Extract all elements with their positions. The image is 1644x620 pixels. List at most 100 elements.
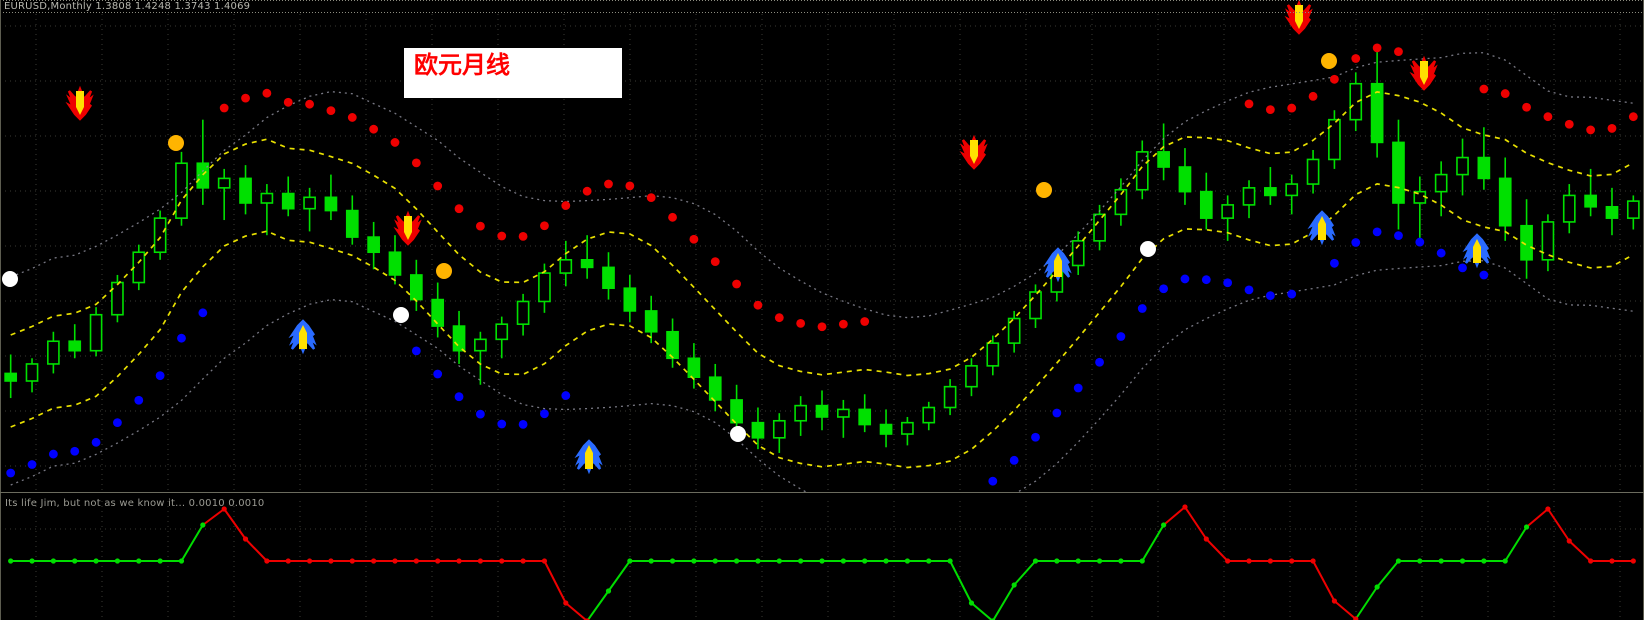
- indicator-segment: [1141, 524, 1165, 562]
- trend-dot: [1201, 275, 1211, 285]
- price-chart-svg: [0, 0, 1644, 492]
- indicator-dot: [1502, 558, 1508, 564]
- indicator-dot: [1182, 504, 1188, 510]
- trend-dot: [1500, 89, 1510, 98]
- chart-text-annotation[interactable]: 欧元月线: [404, 48, 622, 98]
- trend-dot: [817, 322, 827, 332]
- indicator-dot: [136, 558, 142, 564]
- trend-dot: [1351, 54, 1361, 63]
- indicator-sub-pane[interactable]: Its life Jim, but not as we know it... 0…: [0, 492, 1644, 620]
- indicator-dot: [691, 558, 697, 564]
- trend-dot: [1159, 284, 1169, 294]
- indicator-segment: [1525, 508, 1549, 528]
- indicator-segment: [586, 590, 610, 620]
- trend-dot: [796, 318, 806, 328]
- indicator-dot: [1096, 558, 1103, 564]
- indicator-segment: [565, 602, 588, 620]
- trend-dot: [1244, 285, 1254, 295]
- indicator-dot: [435, 558, 441, 564]
- trend-dot: [625, 181, 635, 191]
- trend-dot: [1180, 274, 1190, 284]
- indicator-dot: [285, 558, 291, 564]
- indicator-dot: [541, 558, 548, 564]
- indicator-dot: [733, 558, 740, 564]
- trend-dot: [1287, 289, 1297, 299]
- indicator-dot: [1588, 558, 1594, 564]
- indicator-dot: [798, 558, 804, 564]
- indicator-dot: [1246, 558, 1252, 564]
- indicator-dot: [157, 558, 163, 564]
- sell-arrow-icon: [1409, 55, 1438, 91]
- indicator-dot: [264, 558, 270, 564]
- indicator-dot: [114, 558, 121, 564]
- indicator-dot: [819, 558, 825, 564]
- indicator-dot: [456, 558, 462, 564]
- trend-dot: [1031, 432, 1040, 442]
- trend-dot: [411, 346, 421, 356]
- trend-dot: [1479, 84, 1489, 94]
- trend-dot: [411, 158, 421, 168]
- indicator-dot: [1289, 558, 1295, 564]
- indicator-dot: [1459, 558, 1466, 564]
- quote-label: EURUSD,Monthly 1.3808 1.4248 1.3743 1.40…: [4, 1, 251, 12]
- trend-dot: [1073, 383, 1083, 393]
- sell-start-circle: [1321, 53, 1337, 69]
- trend-dot: [1372, 227, 1382, 237]
- trend-dot: [1308, 91, 1318, 101]
- trend-dot: [1116, 332, 1126, 341]
- sell-arrow-icon: [1284, 0, 1313, 35]
- trend-dot: [753, 300, 763, 310]
- indicator-dot: [221, 506, 227, 512]
- indicator-dot: [93, 558, 99, 564]
- trend-dot: [219, 103, 229, 113]
- price-gridlines: [0, 14, 1644, 492]
- trend-dot: [646, 193, 656, 203]
- buy-arrow-icon: [1307, 210, 1336, 246]
- trend-dot: [1137, 304, 1147, 313]
- indicator-dot: [563, 600, 569, 606]
- sell-arrow-icon: [393, 210, 422, 246]
- trend-dot: [518, 231, 528, 241]
- indicator-dot: [349, 558, 355, 564]
- indicator-segment: [1376, 560, 1400, 588]
- trend-dot: [1052, 408, 1062, 418]
- indicator-dot: [840, 558, 846, 564]
- trend-dot: [1244, 99, 1254, 109]
- trend-dot: [1372, 43, 1382, 53]
- indicator-dot: [1481, 558, 1487, 564]
- indicator-dot: [306, 558, 313, 564]
- main-price-pane[interactable]: EURUSD,Monthly 1.3808 1.4248 1.3743 1.40…: [0, 0, 1644, 492]
- sell-arrow-icon: [65, 85, 94, 121]
- indicator-dot: [1267, 558, 1273, 564]
- indicator-dot: [904, 558, 911, 564]
- buy-arrow-icon: [1043, 247, 1072, 283]
- trend-dot: [198, 308, 208, 318]
- trend-dot: [1330, 74, 1339, 84]
- indicator-segment: [202, 508, 225, 526]
- indicator-dot: [1161, 522, 1167, 528]
- indicator-dot: [29, 558, 35, 564]
- trend-dot: [561, 201, 571, 210]
- trend-dot: [27, 460, 37, 469]
- indicator-dot: [328, 558, 334, 564]
- indicator-segment: [1312, 560, 1336, 602]
- trend-dot: [433, 369, 443, 379]
- indicator-segment: [1162, 506, 1186, 526]
- buy-arrow-icon: [574, 439, 603, 475]
- trend-dot: [561, 391, 571, 400]
- trend-dot: [369, 124, 379, 134]
- lower-band: [10, 183, 1634, 469]
- trend-dot: [540, 221, 549, 231]
- indicator-segment: [1568, 540, 1592, 562]
- indicator-dot: [1139, 558, 1145, 564]
- trend-dot: [433, 181, 443, 191]
- trend-dot: [6, 468, 16, 478]
- trend-dot: [1351, 238, 1361, 247]
- trend-dot: [540, 409, 549, 419]
- trend-dot: [326, 106, 336, 116]
- trend-dot: [1479, 270, 1489, 280]
- trend-dot: [70, 446, 80, 456]
- indicator-dot: [72, 558, 78, 564]
- trend-dot: [860, 317, 870, 326]
